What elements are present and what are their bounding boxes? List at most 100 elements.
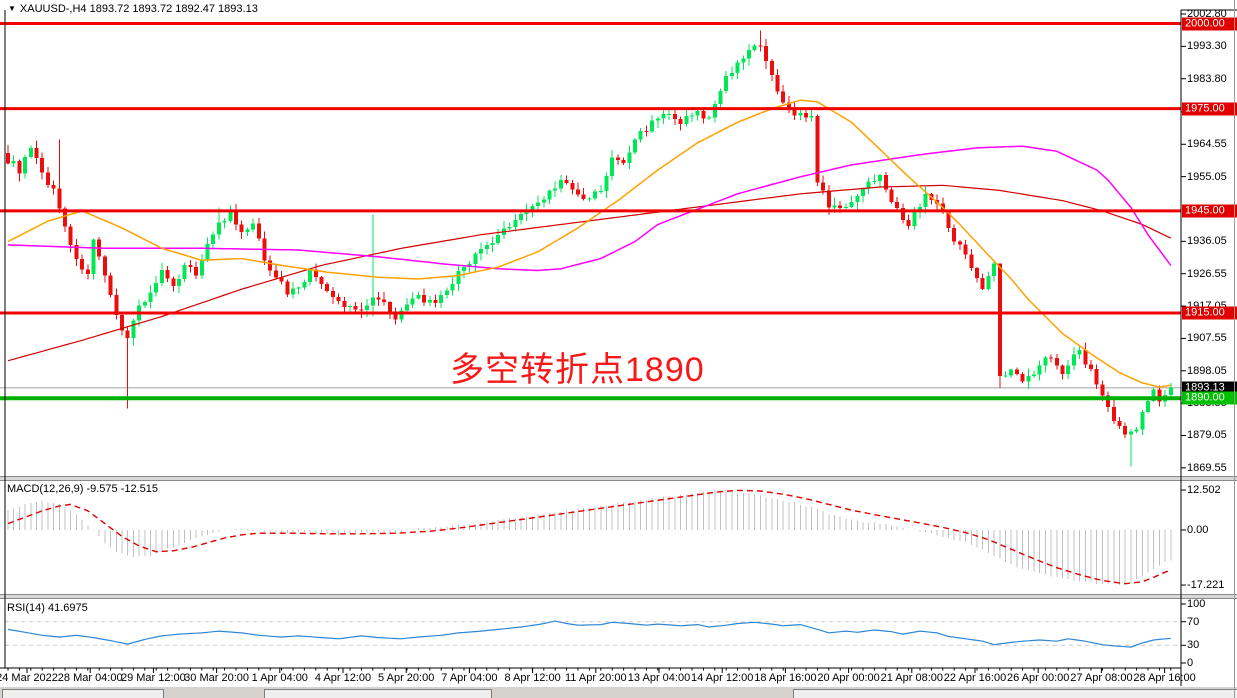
candle-body [1106,395,1111,407]
price-badge-1945.00: 1945.00 [1182,204,1237,218]
candle-body [1117,421,1122,427]
price-tick-label: 1955.05 [1187,170,1227,183]
candle-body [57,188,62,209]
candle-body [1140,412,1145,430]
candle-body [576,189,580,195]
candle-body [68,226,73,246]
candle-body [222,220,227,223]
candle-body [11,161,16,164]
candle-body [678,118,683,125]
macd-tick-label: 0.00 [1187,524,1209,536]
candle-body [866,181,871,189]
candle-body [638,131,643,140]
candle-body [302,281,307,288]
candle-body [1100,384,1105,396]
rsi-indicator-label: RSI(14) 41.6975 [7,602,88,614]
candle-body [171,278,176,286]
candle-body [159,269,164,283]
candle-body [695,111,700,116]
candle-body [872,181,877,183]
pane-separator[interactable] [0,594,1237,599]
candle-body [114,294,119,316]
candle-body [427,299,432,303]
rsi-tick-label: 100 [1187,598,1206,610]
candle-body [849,202,854,208]
candle-body [792,107,797,116]
time-label: 29 Mar 12:00 [120,672,186,684]
candle-body [125,330,130,339]
candle-body [142,302,147,306]
candle-body [273,270,278,278]
candle-body [946,211,951,228]
candle-body [781,91,786,103]
candle-body [558,180,563,189]
candle-body [923,193,928,208]
chart-tab[interactable] [264,689,492,698]
candle-body [883,175,888,190]
candle-body [1089,364,1093,370]
candle-body [1009,369,1014,376]
candle-body [1157,389,1162,402]
rsi-tick-label: 30 [1187,639,1200,652]
candle-body [6,152,10,164]
candle-body [80,258,85,270]
candle-body [798,113,803,116]
candle-body [40,157,45,173]
macd-signal-line [7,489,1172,585]
candle-body [1060,365,1065,375]
chevron-down-icon[interactable]: ▼ [8,4,16,13]
candle-body [120,315,124,331]
candle-body [194,266,199,276]
time-label: 18 Apr 16:00 [754,672,817,684]
candle-body [376,297,381,300]
candle-body [564,180,569,183]
candle-body [239,224,244,233]
candle-body [17,161,22,174]
candle-body [336,297,341,301]
candle-body [393,312,398,320]
candle-body [1032,374,1036,377]
ma-mid-line [7,145,1172,272]
candle-body [405,304,409,311]
candle-body [348,306,352,308]
candle-body [102,256,107,276]
pane-separator[interactable] [0,476,1237,481]
candle-body [650,120,655,132]
candle-body [182,264,187,279]
candle-body [439,294,444,304]
candle-body [507,227,512,229]
time-label: 24 Mar 2022 [0,672,58,684]
candle-body [1168,387,1173,396]
macd-tick-label: -17.221 [1187,579,1225,592]
symbol-header[interactable]: ▼ XAUUSD-,H4 1893.72 1893.72 1892.47 1893… [8,3,258,15]
candle-body [216,222,221,235]
candle-body [644,131,649,133]
time-label: 13 Apr 04:00 [627,672,691,684]
candle-body [775,74,780,92]
chart-tab[interactable] [2,689,164,698]
candle-body [268,260,273,271]
candle-body [1003,375,1008,377]
candle-body [980,277,985,289]
candle-body [1054,357,1059,366]
ma-fast-line [7,99,1171,388]
candle-body [747,49,751,59]
candle-body [296,287,301,289]
price-tick-label: 1869.55 [1187,461,1227,474]
candle-body [729,72,734,76]
candle-body [541,199,546,203]
candle-body [199,260,204,276]
candle-body [279,277,284,282]
candle-body [633,139,637,153]
candle-body [997,263,1002,377]
chart-text-annotation[interactable]: 多空转折点1890 [450,351,705,389]
chart-tab[interactable] [793,689,1237,698]
time-label: 28 Apr 16:00 [1133,672,1196,684]
macd-pane [7,489,1172,585]
candle-body [313,269,318,278]
candle-body [906,219,911,227]
candle-body [684,116,689,125]
candle-body [769,61,774,75]
candle-body [861,188,865,196]
